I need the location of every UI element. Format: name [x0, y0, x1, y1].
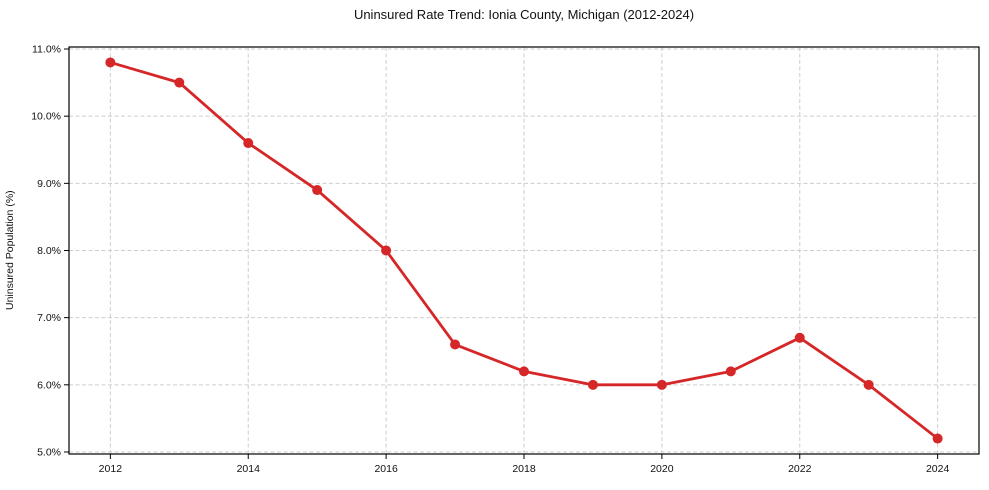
y-tick-label: 7.0%	[37, 312, 61, 324]
x-tick-label: 2022	[788, 463, 812, 475]
y-tick-label: 9.0%	[37, 178, 61, 190]
y-tick-label: 5.0%	[37, 446, 61, 458]
y-tick-label: 6.0%	[37, 379, 61, 391]
x-tick-label: 2016	[374, 463, 398, 475]
data-point	[174, 77, 185, 88]
data-point	[243, 138, 254, 149]
data-point	[932, 433, 943, 444]
y-tick-label: 8.0%	[37, 245, 61, 257]
x-tick-label: 2014	[237, 463, 261, 475]
data-point	[105, 57, 116, 68]
data-point	[794, 332, 805, 343]
x-tick-label: 2018	[512, 463, 536, 475]
plot-border	[68, 46, 980, 455]
data-point	[587, 379, 598, 390]
data-point	[519, 366, 529, 377]
x-tick-label: 2012	[99, 463, 123, 475]
x-tick-label: 2020	[650, 463, 674, 475]
chart-title: Uninsured Rate Trend: Ionia County, Mich…	[353, 7, 695, 22]
data-point	[725, 366, 736, 377]
y-tick-label: 11.0%	[32, 44, 61, 56]
data-point	[381, 245, 392, 256]
data-point	[863, 379, 874, 390]
y-tick-label: 10.0%	[31, 111, 61, 123]
data-point	[312, 185, 323, 196]
data-point	[656, 379, 667, 390]
data-point	[450, 339, 461, 350]
x-tick-label: 2024	[926, 463, 950, 475]
